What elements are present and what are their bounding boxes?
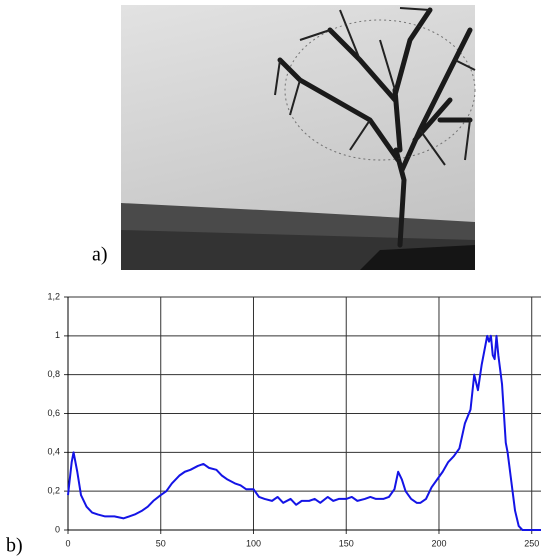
- x-tick-label: 0: [65, 538, 70, 548]
- y-tick-label: 1,2: [47, 291, 60, 301]
- data-line: [67, 334, 541, 531]
- y-tick-label: 0: [55, 524, 60, 534]
- y-tick-label: 1: [55, 330, 60, 340]
- x-tick-label: 150: [339, 538, 354, 548]
- x-tick-label: 200: [431, 538, 446, 548]
- y-tick-label: 0,4: [47, 447, 60, 457]
- x-tick-label: 250: [524, 538, 539, 548]
- y-tick-label: 0,6: [47, 408, 60, 418]
- panel-label: b): [6, 535, 23, 557]
- photo: [121, 5, 476, 270]
- y-tick-label: 0,2: [47, 486, 60, 496]
- x-tick-label: 50: [156, 538, 166, 548]
- x-tick-label: 100: [246, 538, 261, 548]
- panel-label: a): [92, 244, 108, 266]
- y-tick-label: 0,8: [47, 369, 60, 379]
